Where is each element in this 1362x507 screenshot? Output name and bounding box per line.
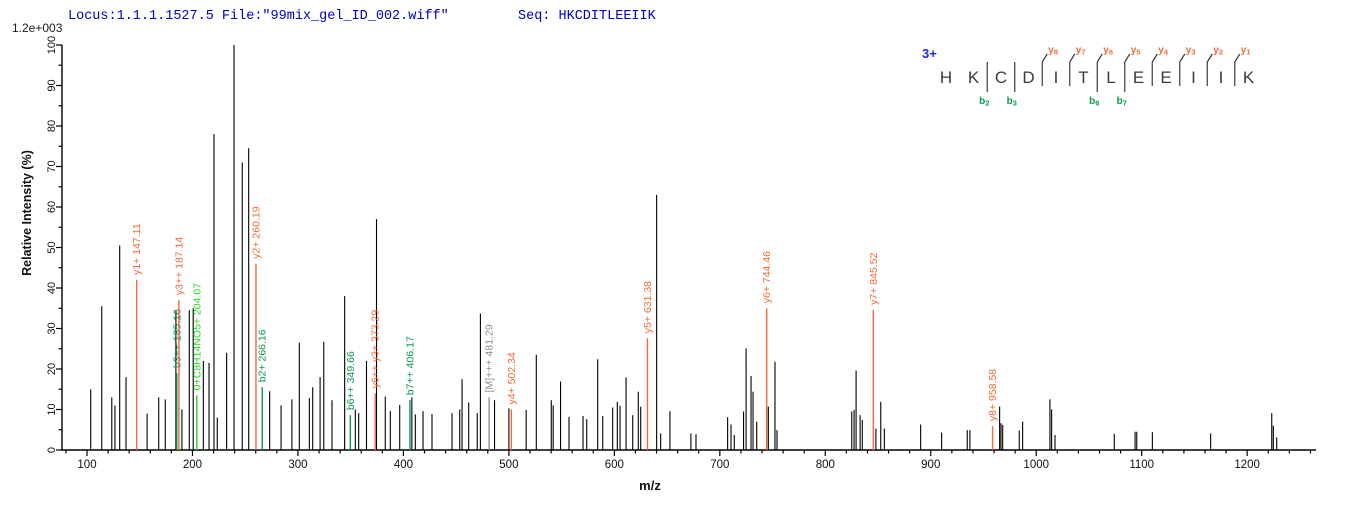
y-ion-tick xyxy=(1124,53,1131,63)
y-tick-label: 50 xyxy=(46,241,58,253)
peak-label: b2+ 266.16 xyxy=(257,329,269,382)
y-tick-label: 60 xyxy=(46,201,58,213)
residue-letter: I xyxy=(1191,68,1196,87)
peak-label: b6++ 349.66 xyxy=(345,351,357,410)
locus-file-header: Locus:1.1.1.1527.5 File:"99mix_gel_ID_00… xyxy=(68,9,449,24)
x-tick-label: 800 xyxy=(816,459,835,471)
peaks xyxy=(90,45,1278,450)
y-ion-tick xyxy=(1234,53,1241,63)
residue-letter: H xyxy=(940,68,952,87)
x-tick-label: 400 xyxy=(394,459,413,471)
peak-label: y8+ 958.58 xyxy=(987,369,999,421)
residue-letter: T xyxy=(1078,68,1088,87)
residue-letter: L xyxy=(1106,68,1115,87)
peak-label: y6++ y3+ 373.29 xyxy=(370,310,382,389)
y-ion-label: y8 xyxy=(1048,45,1058,57)
x-tick-label: 700 xyxy=(710,459,729,471)
y-ion-label: y2 xyxy=(1213,45,1223,57)
y-tick-label: 20 xyxy=(46,363,58,375)
y-ion-label: y1 xyxy=(1241,45,1251,57)
peak-label: y2+ 260.19 xyxy=(250,206,262,258)
peak-label: y3++ 187.14 xyxy=(173,237,185,296)
y-ion-label: y4 xyxy=(1158,45,1169,57)
y-ion-label: y6 xyxy=(1103,45,1113,57)
x-tick-label: 300 xyxy=(288,459,307,471)
y-tick-label: 100 xyxy=(46,36,58,54)
x-tick-label: 600 xyxy=(605,459,624,471)
y-ion-label: y7 xyxy=(1076,45,1086,57)
residue-letter: I xyxy=(1054,68,1059,87)
b-ion-label: b7 xyxy=(1117,96,1127,108)
peak-label: y6+ 744.46 xyxy=(761,251,773,303)
x-tick-label: 500 xyxy=(499,459,518,471)
annotated-peaks: y1+ 147.11 b3++ 185.16 y3++ 187.14 0+C8H14N… xyxy=(131,206,999,450)
y-tick-label: 10 xyxy=(46,403,58,415)
peak-label: b7++ 406.17 xyxy=(404,336,416,395)
residue-letter: K xyxy=(968,68,980,87)
residue-letter: D xyxy=(1022,68,1034,87)
y-tick-label: 30 xyxy=(46,322,58,334)
y-ion-label: y5 xyxy=(1131,45,1141,57)
residue-letter: K xyxy=(1243,68,1255,87)
y-ion-tick xyxy=(1069,53,1076,63)
peak-label: y7+ 845.52 xyxy=(868,252,880,304)
residue-letter: E xyxy=(1133,68,1144,87)
y-tick-label: 70 xyxy=(46,160,58,172)
peak-label: y5+ 631.38 xyxy=(642,281,654,333)
peak-label: 0+C8H14NO5+ 204.07 xyxy=(191,283,203,391)
b-ion-label: b6 xyxy=(1089,96,1099,108)
x-tick-label: 100 xyxy=(77,459,96,471)
y-tick-label: 40 xyxy=(46,282,58,294)
x-tick-label: 1000 xyxy=(1023,459,1049,471)
b-ion-label: b2 xyxy=(979,96,989,108)
y-tick-label: 90 xyxy=(46,79,58,91)
y-tick-label: 80 xyxy=(46,120,58,132)
peak-label: [M]+++ 481.29 xyxy=(484,324,496,392)
y-ion-tick xyxy=(1179,53,1186,63)
y-ion-tick xyxy=(1151,53,1158,63)
x-axis-title: m/z xyxy=(639,478,661,493)
y-ion-tick xyxy=(1206,53,1213,63)
x-tick-label: 900 xyxy=(921,459,940,471)
peak-label: y4+ 502.34 xyxy=(506,352,518,404)
residue-letter: I xyxy=(1219,68,1224,87)
residue-letter: C xyxy=(995,68,1007,87)
y-tick-label: 0 xyxy=(46,447,58,453)
y-ion-tick xyxy=(1041,53,1048,63)
peak-label: y1+ 147.11 xyxy=(131,223,143,275)
y-ion-tick xyxy=(1096,53,1103,63)
precursor-charge-label: 3+ xyxy=(922,46,937,61)
y-ion-label: y3 xyxy=(1186,45,1196,57)
intensity-scale-label: 1.2e+003 xyxy=(12,21,63,35)
b-ion-label: b3 xyxy=(1007,96,1017,108)
x-tick-label: 1100 xyxy=(1129,459,1154,471)
x-tick-label: 200 xyxy=(183,459,202,471)
peak-label: b3++ 185.16 xyxy=(171,309,183,368)
sequence-header: Seq: HKCDITLEEIIK xyxy=(518,9,656,24)
residue-letter: E xyxy=(1160,68,1171,87)
x-tick-label: 1200 xyxy=(1234,459,1260,471)
